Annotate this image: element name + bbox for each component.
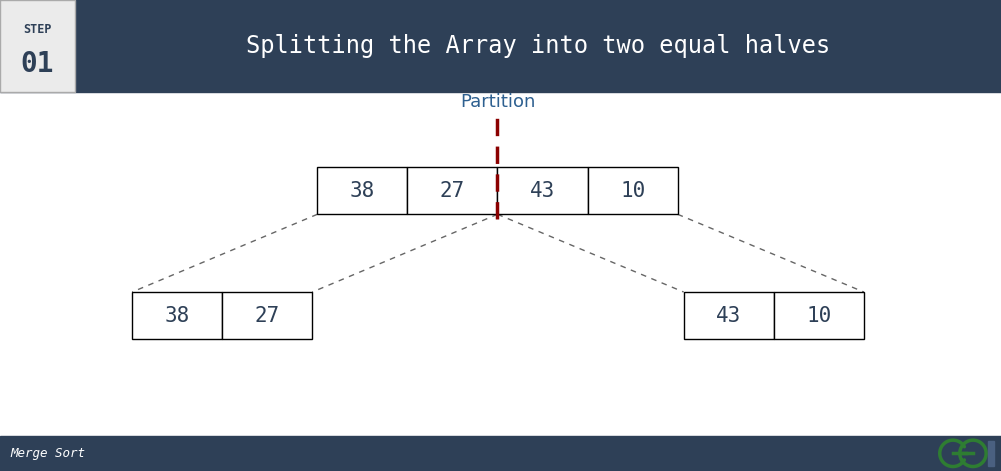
Bar xyxy=(0,436,1001,471)
Bar xyxy=(407,167,497,214)
Text: 01: 01 xyxy=(21,50,54,78)
Text: 38: 38 xyxy=(349,181,375,201)
Text: 10: 10 xyxy=(806,306,832,325)
Bar xyxy=(0,0,75,92)
Bar xyxy=(684,292,774,339)
Bar xyxy=(317,167,407,214)
Bar xyxy=(0,0,1001,92)
Text: 27: 27 xyxy=(439,181,465,201)
Text: Merge Sort: Merge Sort xyxy=(10,447,85,460)
Bar xyxy=(497,167,588,214)
Text: 43: 43 xyxy=(530,181,556,201)
Bar xyxy=(774,292,864,339)
Text: STEP: STEP xyxy=(23,23,52,36)
Text: Partition: Partition xyxy=(459,93,536,111)
Text: 43: 43 xyxy=(716,306,742,325)
Bar xyxy=(588,167,678,214)
Text: 10: 10 xyxy=(620,181,646,201)
Text: Splitting the Array into two equal halves: Splitting the Array into two equal halve… xyxy=(246,34,830,58)
Text: 27: 27 xyxy=(254,306,280,325)
Text: 38: 38 xyxy=(164,306,190,325)
Bar xyxy=(132,292,222,339)
Bar xyxy=(222,292,312,339)
Bar xyxy=(988,441,994,466)
